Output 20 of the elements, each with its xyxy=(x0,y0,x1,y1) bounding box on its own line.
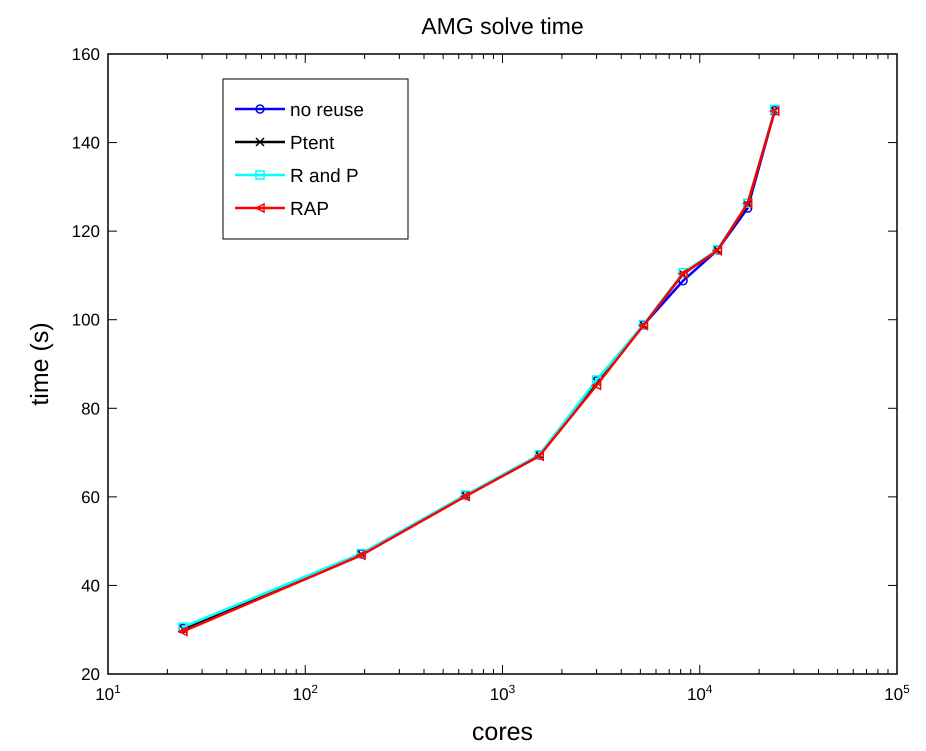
x-tick-label: 10$^{2}$ xyxy=(292,682,318,704)
x-tick-label: 10$^{4}$ xyxy=(686,682,713,704)
legend-label: Ptent xyxy=(290,133,336,154)
legend-label: R and P xyxy=(290,166,359,187)
x-tick-label: 10$^{1}$ xyxy=(95,682,122,704)
legend-label: RAP xyxy=(290,199,330,220)
y-tick-label: 40 xyxy=(81,576,100,596)
y-tick-label: 140 xyxy=(72,134,100,153)
legend-label: no reuse xyxy=(290,100,364,121)
y-tick-label: 20 xyxy=(81,665,100,684)
y-tick-label: 100 xyxy=(72,310,100,330)
x-axis-title: cores xyxy=(472,718,534,746)
y-tick-label: 120 xyxy=(72,222,100,242)
y-tick-label: 80 xyxy=(81,399,100,418)
x-tick-label: 10$^{5}$ xyxy=(884,682,910,704)
y-tick-label: 60 xyxy=(81,488,100,507)
y-tick-label: 160 xyxy=(72,45,100,64)
y-axis-title: time (s) xyxy=(26,322,54,406)
x-tick-label: 10$^{3}$ xyxy=(490,682,516,704)
chart-title: AMG solve time xyxy=(421,13,584,39)
